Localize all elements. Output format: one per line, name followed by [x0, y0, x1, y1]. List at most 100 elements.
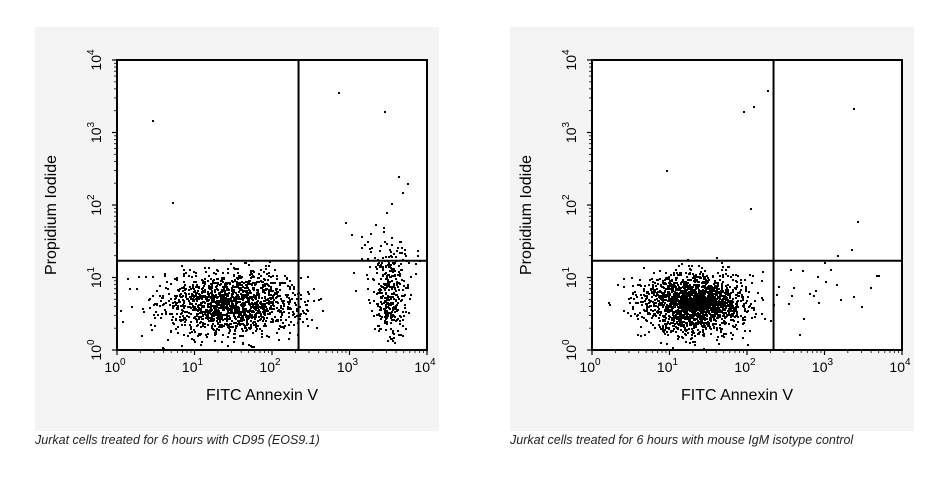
data-point	[289, 288, 291, 290]
data-point	[204, 323, 206, 325]
data-point	[764, 318, 766, 320]
data-point	[150, 324, 152, 326]
data-point	[689, 298, 691, 300]
data-point	[728, 312, 730, 314]
data-point	[257, 320, 259, 322]
data-point	[180, 293, 182, 295]
data-point	[212, 323, 214, 325]
data-point	[727, 310, 729, 312]
data-point	[210, 297, 212, 299]
data-point	[265, 268, 267, 270]
data-point	[169, 304, 171, 306]
data-point	[281, 300, 283, 302]
data-point	[224, 318, 226, 320]
data-point	[248, 297, 250, 299]
data-point	[650, 309, 652, 311]
data-point	[682, 297, 684, 299]
data-point	[238, 312, 240, 314]
data-point	[389, 266, 391, 268]
data-point	[189, 306, 191, 308]
data-point	[237, 294, 239, 296]
data-point	[776, 294, 778, 296]
data-point	[697, 329, 699, 331]
data-point	[751, 282, 753, 284]
data-points	[120, 92, 421, 350]
data-point	[699, 322, 701, 324]
data-point	[394, 311, 396, 313]
data-point	[382, 295, 384, 297]
data-point	[213, 272, 215, 274]
data-point	[686, 300, 688, 302]
data-point	[276, 275, 278, 277]
data-point	[189, 324, 191, 326]
data-point	[212, 319, 214, 321]
data-point	[745, 288, 747, 290]
data-point	[730, 292, 732, 294]
data-point	[170, 331, 172, 333]
data-point	[707, 321, 709, 323]
data-point	[722, 276, 724, 278]
data-point	[672, 300, 674, 302]
data-point	[204, 267, 206, 269]
data-point	[685, 307, 687, 309]
data-point	[233, 341, 235, 343]
data-point	[652, 324, 654, 326]
data-point	[246, 297, 248, 299]
data-point	[244, 302, 246, 304]
data-point	[648, 293, 650, 295]
data-point	[690, 279, 692, 281]
data-point	[731, 303, 733, 305]
data-point	[387, 340, 389, 342]
x-tick-label: 104	[414, 357, 436, 375]
data-point	[399, 252, 401, 254]
data-point	[214, 325, 216, 327]
data-point	[712, 307, 714, 309]
data-point	[690, 288, 692, 290]
data-point	[195, 272, 197, 274]
data-point	[267, 313, 269, 315]
data-point	[280, 282, 282, 284]
data-point	[185, 288, 187, 290]
data-point	[196, 296, 198, 298]
data-point	[283, 300, 285, 302]
data-point	[393, 286, 395, 288]
data-point	[224, 291, 226, 293]
data-point	[675, 279, 677, 281]
data-point	[632, 308, 634, 310]
data-point	[658, 308, 660, 310]
data-point	[387, 315, 389, 317]
data-point	[680, 287, 682, 289]
data-point	[299, 318, 301, 320]
data-point	[672, 303, 674, 305]
data-point	[746, 311, 748, 313]
data-point	[689, 342, 691, 344]
data-point	[704, 290, 706, 292]
data-point	[671, 280, 673, 282]
data-point	[370, 233, 372, 235]
data-point	[702, 329, 704, 331]
data-point	[709, 318, 711, 320]
data-point	[204, 326, 206, 328]
data-point	[177, 332, 179, 334]
data-point	[394, 342, 396, 344]
data-point	[266, 283, 268, 285]
data-point	[770, 320, 772, 322]
data-point	[717, 336, 719, 338]
data-point	[662, 280, 664, 282]
data-point	[399, 323, 401, 325]
data-point	[403, 280, 405, 282]
data-point	[227, 336, 229, 338]
data-point	[683, 317, 685, 319]
data-point	[381, 292, 383, 294]
data-point	[720, 331, 722, 333]
data-point	[665, 325, 667, 327]
data-point	[687, 316, 689, 318]
data-point	[263, 325, 265, 327]
data-point	[206, 315, 208, 317]
data-point	[387, 306, 389, 308]
data-point	[697, 316, 699, 318]
data-point	[234, 279, 236, 281]
data-point	[213, 301, 215, 303]
data-point	[200, 344, 202, 346]
data-point	[721, 283, 723, 285]
